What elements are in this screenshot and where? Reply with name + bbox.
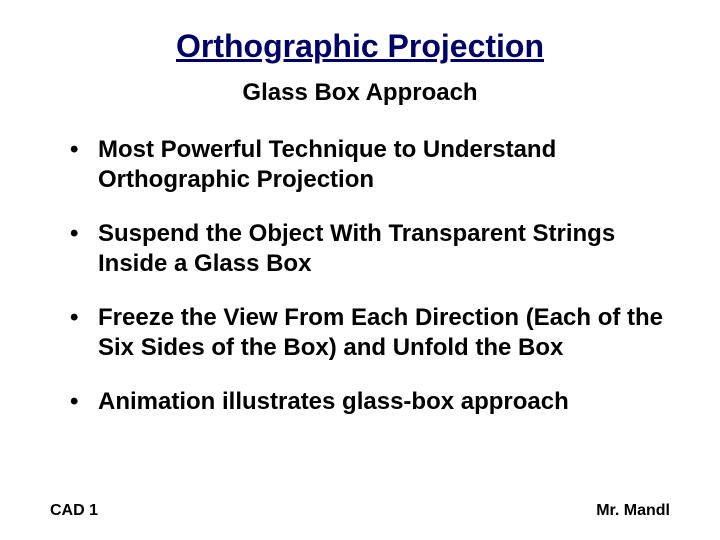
slide-footer: CAD 1 Mr. Mandl <box>50 502 670 520</box>
list-item: Animation illustrates glass-box approach <box>70 387 670 417</box>
slide-subtitle: Glass Box Approach <box>50 79 670 107</box>
list-item: Most Powerful Technique to Understand Or… <box>70 135 670 195</box>
list-item: Freeze the View From Each Direction (Eac… <box>70 303 670 363</box>
slide-title: Orthographic Projection <box>50 28 670 65</box>
bullet-list: Most Powerful Technique to Understand Or… <box>50 135 670 417</box>
footer-left: CAD 1 <box>50 502 98 520</box>
list-item: Suspend the Object With Transparent Stri… <box>70 219 670 279</box>
footer-right: Mr. Mandl <box>596 502 670 520</box>
